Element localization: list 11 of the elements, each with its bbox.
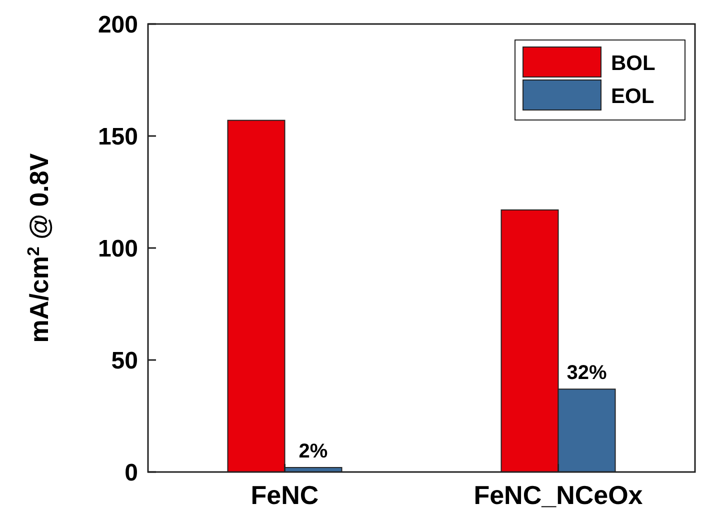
y-tick-label: 150 [98, 123, 138, 150]
y-tick-label: 0 [124, 459, 138, 486]
annotation: 2% [298, 440, 328, 463]
legend-label: BOL [611, 52, 656, 75]
x-tick-label: FeNC [250, 480, 319, 510]
x-tick-label: FeNC_NCeOx [474, 480, 644, 510]
annotation: 32% [566, 362, 607, 384]
y-tick-label: 100 [98, 235, 138, 262]
y-tick-label: 200 [98, 11, 138, 38]
legend-label: EOL [611, 85, 654, 108]
y-tick-label: 50 [111, 347, 138, 374]
